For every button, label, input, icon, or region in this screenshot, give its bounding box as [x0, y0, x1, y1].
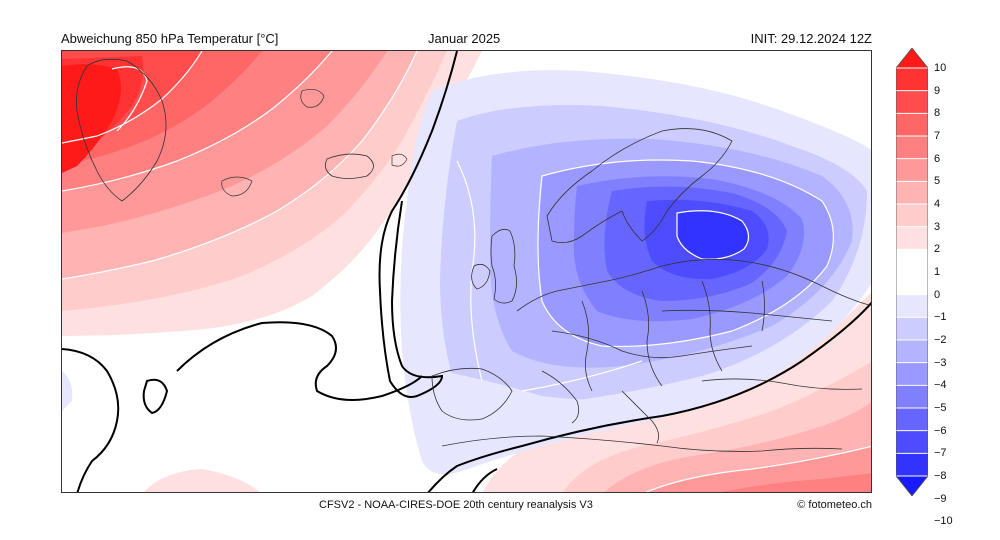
- coastlines: [76, 58, 871, 452]
- colorbar-tick-label: −10: [934, 515, 953, 528]
- colorbar-segment: [896, 362, 928, 386]
- warm-anomaly-south: [143, 292, 871, 492]
- colorbar-segment: [896, 476, 928, 496]
- colorbar-tick-label: 8: [934, 107, 941, 120]
- anomaly-map: [61, 50, 872, 493]
- colorbar-segment: [896, 272, 928, 296]
- colorbar-tick-label: −3: [934, 356, 947, 369]
- colorbar-segment: [896, 294, 928, 318]
- colorbar-segment: [896, 68, 928, 92]
- colorbar-tick-label: −7: [934, 447, 947, 460]
- colorbar-tick-label: −9: [934, 492, 947, 505]
- colorbar-tick-label: 9: [934, 84, 941, 97]
- colorbar-segment: [896, 430, 928, 454]
- colorbar-tick-label: −2: [934, 334, 947, 346]
- colorbar-segment: [896, 158, 928, 182]
- colorbar-segment: [896, 249, 928, 273]
- copyright-credit: © fotometeo.ch: [797, 499, 872, 511]
- colorbar-tick-label: 7: [934, 130, 941, 142]
- colorbar-tick-label: 2: [934, 243, 941, 256]
- colorbar-tick-label: 5: [934, 175, 941, 188]
- colorbar-segment: [896, 181, 928, 205]
- colorbar-segment: [896, 48, 928, 68]
- colorbar: [896, 48, 928, 496]
- colorbar-tick-label: 1: [934, 266, 941, 278]
- colorbar-segment: [896, 136, 928, 160]
- colorbar-tick-label: 0: [934, 288, 941, 301]
- colorbar-tick-label: 3: [934, 220, 941, 233]
- data-source: CFSV2 - NOAA-CIRES-DOE 20th century rean…: [319, 499, 593, 511]
- map-title: Abweichung 850 hPa Temperatur [°C]: [61, 31, 279, 46]
- colorbar-tick-label: −6: [934, 424, 947, 437]
- colorbar-segment: [896, 408, 928, 432]
- colorbar-segment: [896, 90, 928, 114]
- colorbar-tick-label: −5: [934, 402, 947, 414]
- colorbar-tick-label: 4: [934, 198, 941, 210]
- colorbar-segment: [896, 113, 928, 137]
- colorbar-segment: [896, 453, 928, 477]
- colorbar-segment: [896, 385, 928, 409]
- colorbar-segment: [896, 204, 928, 228]
- colorbar-tick-label: 6: [934, 152, 941, 165]
- warm-anomaly-atlantic: [62, 51, 482, 336]
- colorbar-tick-label: 10: [934, 62, 947, 74]
- colorbar-segment: [896, 317, 928, 341]
- forecast-period: Januar 2025: [428, 31, 501, 46]
- zero-anomaly-contours: [62, 51, 871, 492]
- colorbar-tick-label: −4: [934, 379, 947, 392]
- colorbar-segment: [896, 340, 928, 364]
- colorbar-segment: [896, 226, 928, 250]
- colorbar-tick-label: −1: [934, 311, 947, 324]
- colorbar-tick-label: −8: [934, 470, 947, 482]
- arctic-islands: [221, 89, 408, 197]
- init-time: INIT: 29.12.2024 12Z: [750, 31, 872, 46]
- cold-anomaly-west-edge: [62, 371, 73, 411]
